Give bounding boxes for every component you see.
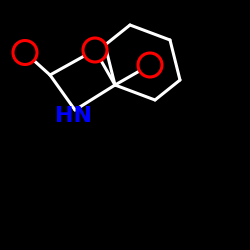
Circle shape xyxy=(83,38,107,62)
Circle shape xyxy=(13,40,37,64)
Circle shape xyxy=(138,53,162,77)
Text: HN: HN xyxy=(55,106,92,126)
